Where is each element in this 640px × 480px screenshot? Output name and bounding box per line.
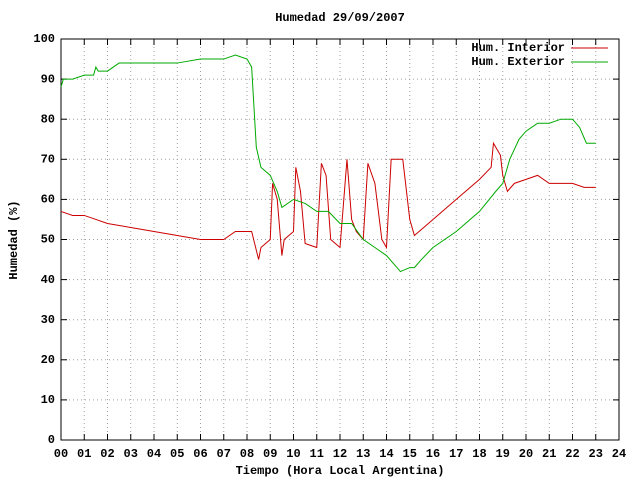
- y-tick-label: 50: [41, 233, 55, 247]
- x-tick-label: 19: [496, 447, 510, 461]
- x-tick-label: 13: [356, 447, 370, 461]
- x-tick-label: 10: [286, 447, 300, 461]
- x-tick-label: 18: [472, 447, 486, 461]
- x-tick-label: 23: [589, 447, 603, 461]
- data-line: [60, 54, 596, 273]
- y-tick-label: 0: [48, 433, 55, 447]
- x-tick-label: 16: [426, 447, 440, 461]
- y-tick-label: 90: [41, 72, 55, 86]
- x-tick-label: 08: [240, 447, 254, 461]
- x-tick-label: 09: [263, 447, 277, 461]
- x-tick-label: 15: [403, 447, 417, 461]
- x-tick-label: 22: [565, 447, 579, 461]
- plot-border: [60, 38, 620, 441]
- y-axis-label: Humedad (%): [7, 200, 21, 279]
- x-tick-label: 07: [217, 447, 231, 461]
- x-tick-label: 20: [519, 447, 533, 461]
- x-tick-label: 05: [170, 447, 184, 461]
- data-line: [60, 141, 596, 260]
- y-tick-label: 100: [33, 32, 55, 46]
- x-tick-label: 21: [542, 447, 556, 461]
- x-tick-label: 06: [193, 447, 207, 461]
- x-tick-label: 12: [333, 447, 347, 461]
- x-tick-label: 00: [54, 447, 68, 461]
- x-tick-label: 03: [124, 447, 138, 461]
- y-tick-label: 80: [41, 112, 55, 126]
- y-tick-label: 70: [41, 152, 55, 166]
- x-tick-label: 11: [310, 447, 324, 461]
- legend-label: Hum. Exterior: [471, 55, 565, 69]
- y-tick-label: 20: [41, 353, 55, 367]
- x-tick-label: 14: [379, 447, 393, 461]
- x-tick-label: 02: [100, 447, 114, 461]
- x-axis-label: Tiempo (Hora Local Argentina): [236, 464, 445, 478]
- x-tick-label: 04: [147, 447, 161, 461]
- x-tick-label: 17: [449, 447, 463, 461]
- y-tick-label: 40: [41, 273, 55, 287]
- legend-label: Hum. Interior: [471, 41, 565, 55]
- x-tick-label: 01: [77, 447, 91, 461]
- y-tick-label: 60: [41, 193, 55, 207]
- y-tick-label: 30: [41, 313, 55, 327]
- x-tick-label: 24: [612, 447, 626, 461]
- chart-title: Humedad 29/09/2007: [275, 11, 405, 25]
- y-tick-label: 10: [41, 393, 55, 407]
